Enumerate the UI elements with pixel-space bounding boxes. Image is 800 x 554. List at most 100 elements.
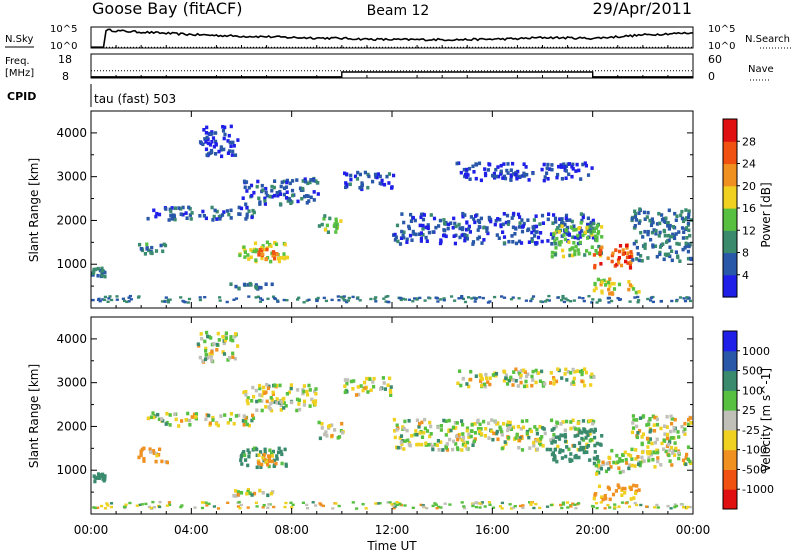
colorbar-segment [723,370,737,391]
scatter-cell [583,367,587,371]
scatter-cell [285,190,289,194]
scatter-cell [472,296,476,299]
scatter-cell [527,240,531,244]
time-xlabel: Time UT [366,539,417,553]
scatter-cell [462,440,466,445]
colorbar-tick-label: -500 [742,463,767,476]
scatter-cell [306,194,310,198]
scatter-cell [384,295,388,298]
scatter-cell [461,376,465,381]
scatter-cell [423,299,427,302]
scatter-cell [227,133,231,138]
scatter-cell [560,456,564,460]
scatter-cell [217,149,221,154]
scatter-cell [223,125,227,130]
scatter-cell [612,287,617,291]
scatter-cell [562,162,566,166]
scatter-cell [101,298,105,301]
scatter-cell [651,220,655,225]
scatter-cell [556,444,560,449]
scatter-cell [254,258,258,262]
scatter-cell [683,432,687,436]
scatter-cell [492,174,496,178]
scatter-cell [179,207,183,211]
scatter-cell [135,504,139,507]
scatter-cell [482,419,486,424]
scatter-cell [147,505,151,509]
scatter-cell [624,457,628,462]
colorbar-tick-label: 4 [742,269,749,282]
scatter-cell [214,152,218,156]
x-tick-label: 16:00 [475,523,510,537]
scatter-cell [242,245,246,249]
scatter-cell [200,336,204,341]
scatter-cell [608,456,612,461]
scatter-cell [553,252,558,257]
scatter-cell [650,230,654,235]
scatter-cell [157,212,162,217]
scatter-cell [610,299,614,303]
scatter-cell [457,222,461,227]
scatter-cell [285,392,289,396]
scatter-cell [252,190,256,195]
scatter-cell [223,413,227,417]
scatter-cell [568,459,572,463]
scatter-cell [662,229,667,234]
scatter-cell [229,124,233,129]
scatter-cell [420,435,425,439]
scatter-cell [581,213,585,217]
scatter-cell [637,211,641,215]
scatter-cell [179,212,183,216]
scatter-cell [677,230,681,234]
scatter-cell [574,169,578,173]
scatter-cell [268,448,272,453]
scatter-cell [506,171,510,175]
scatter-cell [152,451,156,455]
scatter-cell [540,167,544,172]
scatter-cell [246,401,250,406]
scatter-cell [205,504,209,507]
scatter-cell [229,208,233,213]
colorbar-tick-label: 100 [742,384,763,397]
scatter-cell [394,235,398,240]
scatter-cell [633,224,637,228]
scatter-cell [247,209,251,213]
scatter-cell [342,295,346,298]
scatter-cell [609,465,613,469]
scatter-cell [530,239,534,243]
scatter-cell [216,507,221,510]
scatter-cell [637,221,641,225]
scatter-cell [671,451,675,455]
scatter-cell [436,439,440,443]
scatter-cell [459,383,463,388]
scatter-cell [558,242,562,247]
scatter-cell [320,422,324,426]
scatter-cell [545,505,550,508]
scatter-cell [396,239,400,244]
scatter-cell [467,224,471,229]
scatter-cell [646,210,650,215]
scatter-cell [577,427,581,431]
scatter-cell [233,332,238,336]
scatter-cell [651,457,655,462]
scatter-cell [535,431,539,436]
scatter-cell [158,500,162,504]
scatter-cell [174,417,178,422]
scatter-cell [668,459,672,463]
scatter-cell [282,179,286,184]
scatter-cell [518,438,522,443]
scatter-cell [238,253,242,258]
scatter-cell [592,496,596,501]
scatter-cell [296,199,300,204]
scatter-cell [683,427,687,432]
scatter-cell [265,382,269,387]
scatter-cell [236,344,240,348]
scatter-cell [577,441,582,446]
scatter-cell [246,489,250,494]
scatter-cell [665,425,669,429]
scatter-cell [621,453,625,457]
scatter-cell [542,178,546,183]
scatter-cell [305,389,309,394]
scatter-cell [297,398,301,402]
